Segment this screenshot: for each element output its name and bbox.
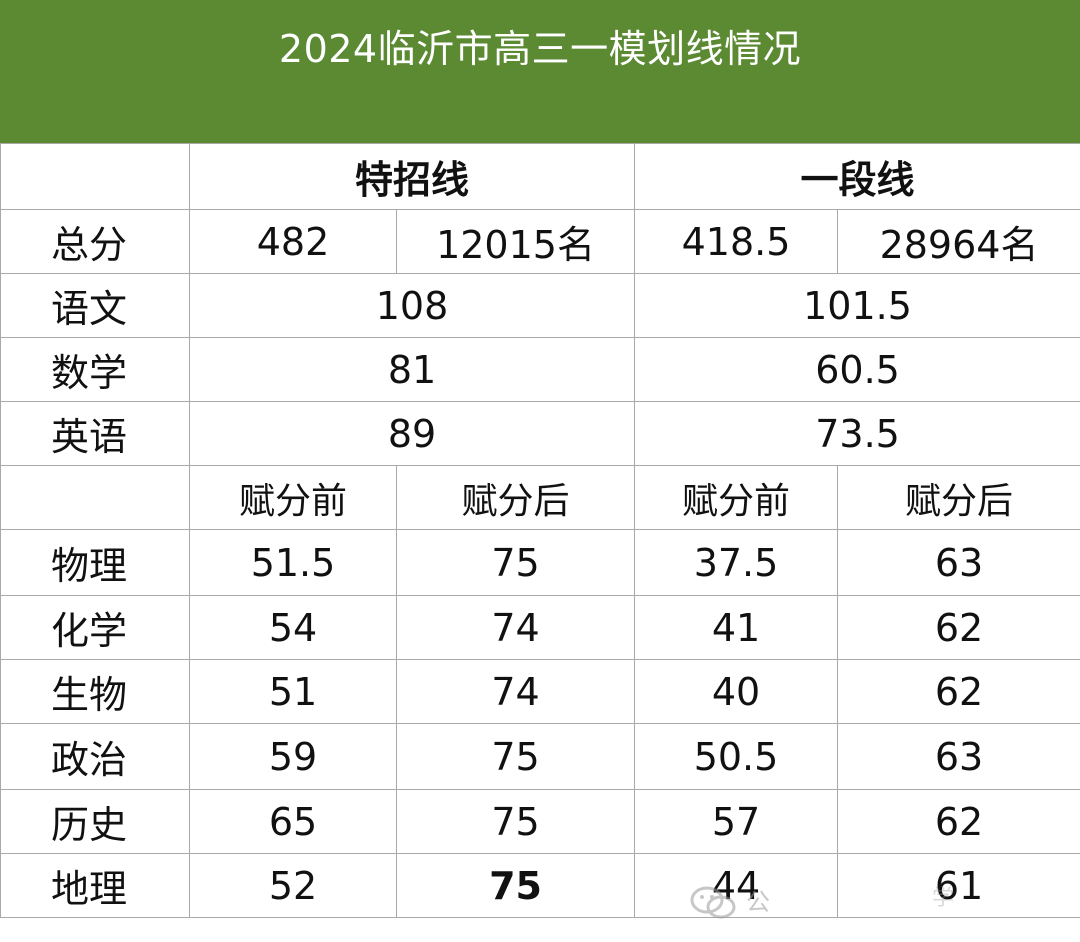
yiduan-after-cell: 63 (837, 529, 1080, 596)
blank-cell (0, 465, 190, 530)
yiduan-cell: 73.5 (634, 401, 1080, 466)
total-yiduan-score: 418.5 (634, 209, 839, 274)
teshao-before-cell: 51.5 (189, 529, 397, 596)
row-label: 历史 (0, 789, 190, 854)
row-label: 化学 (0, 595, 190, 660)
total-teshao-score: 482 (189, 209, 397, 274)
total-row: 总分 482 12015名 418.5 28964名 (0, 209, 1080, 274)
teshao-cell: 89 (188, 401, 636, 466)
table-row: 化学 54 74 41 62 (0, 595, 1080, 660)
row-label: 物理 (0, 529, 190, 596)
table-row: 历史 65 75 57 62 (0, 789, 1080, 854)
teshao-before-cell: 51 (189, 659, 397, 724)
group-yiduan: 一段线 (634, 143, 1080, 210)
table-row: 地理 52 75 44 61 (0, 853, 1080, 918)
table-row: 数学 81 60.5 (0, 337, 1080, 402)
yiduan-before-cell: 40 (634, 659, 839, 724)
row-label: 地理 (0, 853, 190, 918)
yiduan-before-cell: 50.5 (634, 723, 839, 790)
teshao-after-cell: 75 (395, 529, 636, 596)
teshao-before-header: 赋分前 (189, 465, 397, 530)
row-label: 英语 (0, 401, 190, 466)
yiduan-after-cell: 63 (837, 723, 1080, 790)
yiduan-after-cell: 62 (837, 595, 1080, 660)
teshao-after-cell: 75 (395, 723, 636, 790)
teshao-cell: 81 (188, 337, 636, 402)
table-row: 物理 51.5 75 37.5 63 (0, 529, 1080, 596)
total-yiduan-rank: 28964名 (837, 209, 1080, 274)
sub-header-row: 赋分前 赋分后 赋分前 赋分后 (0, 465, 1080, 530)
yiduan-before-cell: 41 (634, 595, 839, 660)
teshao-after-cell: 74 (395, 595, 636, 660)
watermark: 公 (688, 882, 780, 922)
teshao-before-cell: 65 (189, 789, 397, 854)
wechat-icon (690, 886, 736, 919)
yiduan-after-cell: 62 (837, 789, 1080, 854)
yiduan-before-cell: 57 (634, 789, 839, 854)
teshao-after-header: 赋分后 (395, 465, 636, 530)
yiduan-before-header: 赋分前 (634, 465, 839, 530)
yiduan-after-cell: 61 (837, 853, 1080, 918)
row-label: 数学 (0, 337, 190, 402)
table-row: 英语 89 73.5 (0, 401, 1080, 466)
title-bar: 2024临沂市高三一模划线情况 (0, 0, 1080, 144)
teshao-before-cell: 59 (189, 723, 397, 790)
teshao-after-cell: 75 (395, 789, 636, 854)
page-title: 2024临沂市高三一模划线情况 (278, 27, 802, 71)
corner-cell (0, 143, 190, 210)
total-teshao-rank: 12015名 (395, 209, 636, 274)
teshao-cell: 108 (188, 273, 636, 338)
group-teshao: 特招线 (188, 143, 636, 210)
group-header-row: 特招线 一段线 (0, 143, 1080, 210)
row-label: 语文 (0, 273, 190, 338)
row-label: 政治 (0, 723, 190, 790)
yiduan-cell: 101.5 (634, 273, 1080, 338)
row-label: 生物 (0, 659, 190, 724)
teshao-after-cell: 75 (395, 853, 636, 918)
teshao-before-cell: 54 (189, 595, 397, 660)
teshao-before-cell: 52 (189, 853, 397, 918)
yiduan-after-header: 赋分后 (837, 465, 1080, 530)
table-row: 语文 108 101.5 (0, 273, 1080, 338)
table-row: 政治 59 75 50.5 63 (0, 723, 1080, 790)
teshao-after-cell: 74 (395, 659, 636, 724)
row-label: 总分 (0, 209, 190, 274)
yiduan-cell: 60.5 (634, 337, 1080, 402)
yiduan-after-cell: 62 (837, 659, 1080, 724)
yiduan-before-cell: 44 (634, 853, 839, 918)
table-row: 生物 51 74 40 62 (0, 659, 1080, 724)
yiduan-before-cell: 37.5 (634, 529, 839, 596)
watermark-text: 公 (746, 888, 770, 916)
score-table: 特招线 一段线 总分 482 12015名 418.5 28964名 语文 10… (0, 143, 1080, 918)
watermark-text-2: 学 (932, 886, 955, 911)
